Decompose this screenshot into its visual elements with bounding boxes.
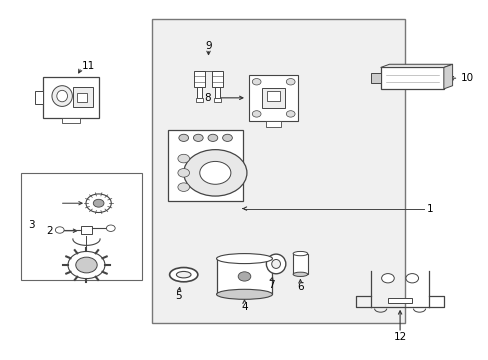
Bar bbox=[77, 93, 87, 102]
Circle shape bbox=[193, 134, 203, 141]
Circle shape bbox=[200, 161, 230, 184]
Bar bbox=[43, 77, 99, 118]
Circle shape bbox=[178, 168, 189, 177]
Bar bbox=[380, 67, 443, 89]
Circle shape bbox=[381, 274, 393, 283]
Bar bbox=[215, 87, 220, 98]
Bar bbox=[214, 98, 221, 102]
Circle shape bbox=[55, 227, 64, 233]
Circle shape bbox=[183, 150, 246, 196]
Text: 2: 2 bbox=[46, 226, 53, 236]
Circle shape bbox=[178, 154, 189, 163]
Circle shape bbox=[222, 134, 232, 141]
Bar bbox=[249, 75, 297, 121]
Circle shape bbox=[252, 78, 261, 85]
Text: 3: 3 bbox=[28, 220, 35, 230]
Circle shape bbox=[76, 257, 97, 273]
Circle shape bbox=[68, 251, 105, 279]
Bar bbox=[266, 91, 280, 101]
Circle shape bbox=[93, 199, 104, 207]
Bar bbox=[212, 71, 223, 87]
Bar bbox=[216, 258, 272, 294]
Circle shape bbox=[286, 111, 294, 117]
Ellipse shape bbox=[271, 260, 280, 269]
Bar bbox=[292, 253, 307, 274]
Bar bbox=[194, 71, 204, 87]
Text: 4: 4 bbox=[241, 302, 247, 312]
Circle shape bbox=[178, 183, 189, 192]
Bar bbox=[196, 98, 203, 102]
Ellipse shape bbox=[176, 271, 191, 278]
Bar bbox=[197, 87, 202, 98]
Bar bbox=[81, 226, 92, 234]
Ellipse shape bbox=[216, 253, 272, 264]
Circle shape bbox=[238, 272, 250, 281]
Text: 8: 8 bbox=[203, 93, 210, 103]
Text: 10: 10 bbox=[460, 73, 473, 83]
Bar bbox=[62, 118, 80, 123]
Circle shape bbox=[207, 134, 217, 141]
Polygon shape bbox=[380, 64, 452, 67]
Bar bbox=[21, 173, 142, 280]
Bar bbox=[370, 73, 380, 83]
Ellipse shape bbox=[266, 254, 285, 274]
Text: 12: 12 bbox=[393, 332, 406, 342]
Text: 9: 9 bbox=[205, 41, 211, 51]
Circle shape bbox=[106, 225, 115, 231]
Ellipse shape bbox=[52, 86, 72, 107]
Polygon shape bbox=[443, 64, 452, 89]
Bar bbox=[73, 87, 93, 107]
Circle shape bbox=[286, 78, 294, 85]
Bar bbox=[152, 19, 404, 323]
Text: 5: 5 bbox=[175, 291, 182, 301]
Bar bbox=[167, 130, 243, 202]
Text: 7: 7 bbox=[267, 280, 274, 291]
Ellipse shape bbox=[169, 267, 198, 282]
Bar bbox=[387, 298, 411, 302]
Text: 6: 6 bbox=[297, 282, 303, 292]
Circle shape bbox=[86, 194, 111, 212]
Circle shape bbox=[179, 134, 188, 141]
Circle shape bbox=[252, 111, 261, 117]
Ellipse shape bbox=[216, 289, 272, 299]
Ellipse shape bbox=[292, 251, 307, 256]
Bar bbox=[266, 121, 281, 127]
Circle shape bbox=[405, 274, 418, 283]
Ellipse shape bbox=[57, 90, 67, 102]
Ellipse shape bbox=[292, 272, 307, 276]
Bar bbox=[262, 88, 285, 108]
Text: 11: 11 bbox=[82, 61, 95, 71]
Text: 1: 1 bbox=[426, 203, 432, 213]
Bar bbox=[35, 91, 43, 104]
